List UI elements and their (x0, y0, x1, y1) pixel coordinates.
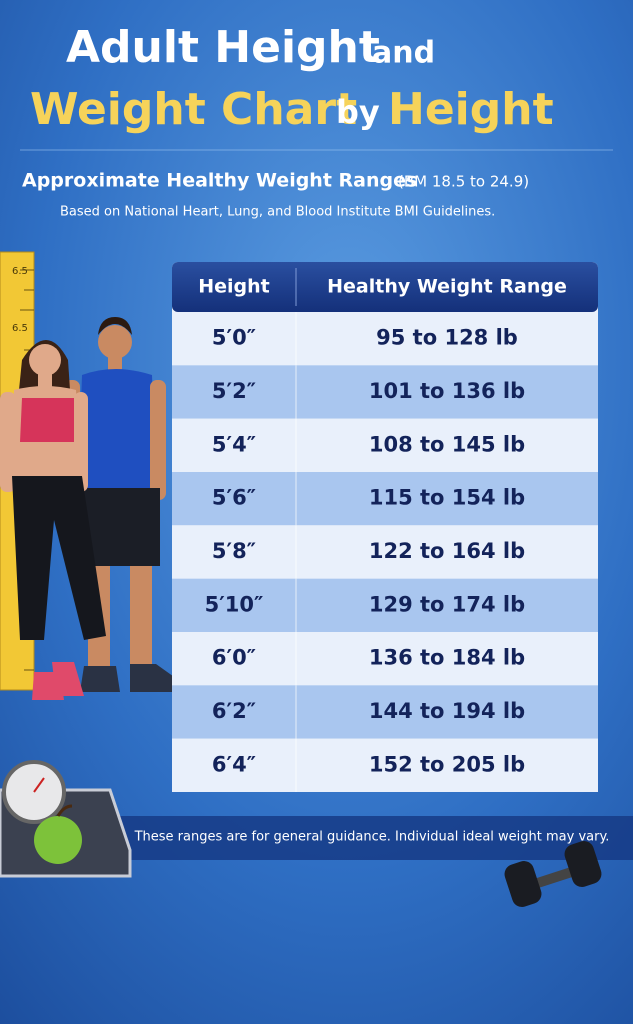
title-part: Weight Chart (30, 84, 357, 135)
table-row (172, 472, 598, 526)
dumbbell-illustration (504, 841, 602, 907)
weight-cell: 152 to 205 lb (369, 752, 525, 776)
weight-cell: 115 to 154 lb (369, 486, 525, 510)
height-cell: 5′6″ (212, 486, 256, 510)
table-row (172, 738, 598, 792)
table-row (172, 525, 598, 579)
height-cell: 5′4″ (212, 432, 256, 456)
weight-table: Height Healthy Weight Range 5′0″ 95 to 128 … (172, 262, 598, 792)
weight-cell: 95 to 128 lb (376, 326, 518, 350)
height-cell: 6′2″ (212, 699, 256, 723)
table-row (172, 312, 598, 366)
subtitle-note: (BM 18.5 to 24.9) (398, 173, 529, 191)
scale-illustration (0, 760, 132, 878)
table-row (172, 418, 598, 472)
weight-cell: 136 to 184 lb (369, 646, 525, 670)
table-row (172, 685, 598, 739)
height-cell: 6′4″ (212, 752, 256, 776)
table-row (172, 578, 598, 632)
height-cell: 5′10″ (205, 592, 264, 616)
title-part: and (372, 36, 435, 71)
footer-note: These ranges are for general guidance. I… (134, 830, 610, 845)
table-row (172, 632, 598, 686)
weight-cell: 144 to 194 lb (369, 699, 525, 723)
table-header (172, 262, 598, 312)
weight-cell: 122 to 164 lb (369, 539, 525, 563)
height-cell: 5′0″ (212, 326, 256, 350)
column-header: Height (198, 276, 270, 298)
weight-cell: 108 to 145 lb (369, 432, 525, 456)
source: Based on National Heart, Lung, and Blood… (60, 205, 495, 220)
table-row (172, 365, 598, 419)
woman-illustration (0, 340, 106, 700)
column-header: Healthy Weight Range (327, 276, 567, 298)
height-cell: 6′0″ (212, 646, 256, 670)
footer-band (100, 816, 633, 860)
ruler-label: 6.5 (12, 323, 28, 334)
title-part: Height (388, 84, 554, 135)
height-cell: 5′8″ (212, 539, 256, 563)
title-part: Adult Height (66, 22, 380, 73)
height-cell: 5′2″ (212, 379, 256, 403)
title-part: by (336, 93, 380, 131)
ruler-label: 6.5 (12, 266, 28, 277)
subtitle: Approximate Healthy Weight Ranges (22, 170, 417, 192)
weight-cell: 129 to 174 lb (369, 592, 525, 616)
weight-cell: 101 to 136 lb (369, 379, 525, 403)
